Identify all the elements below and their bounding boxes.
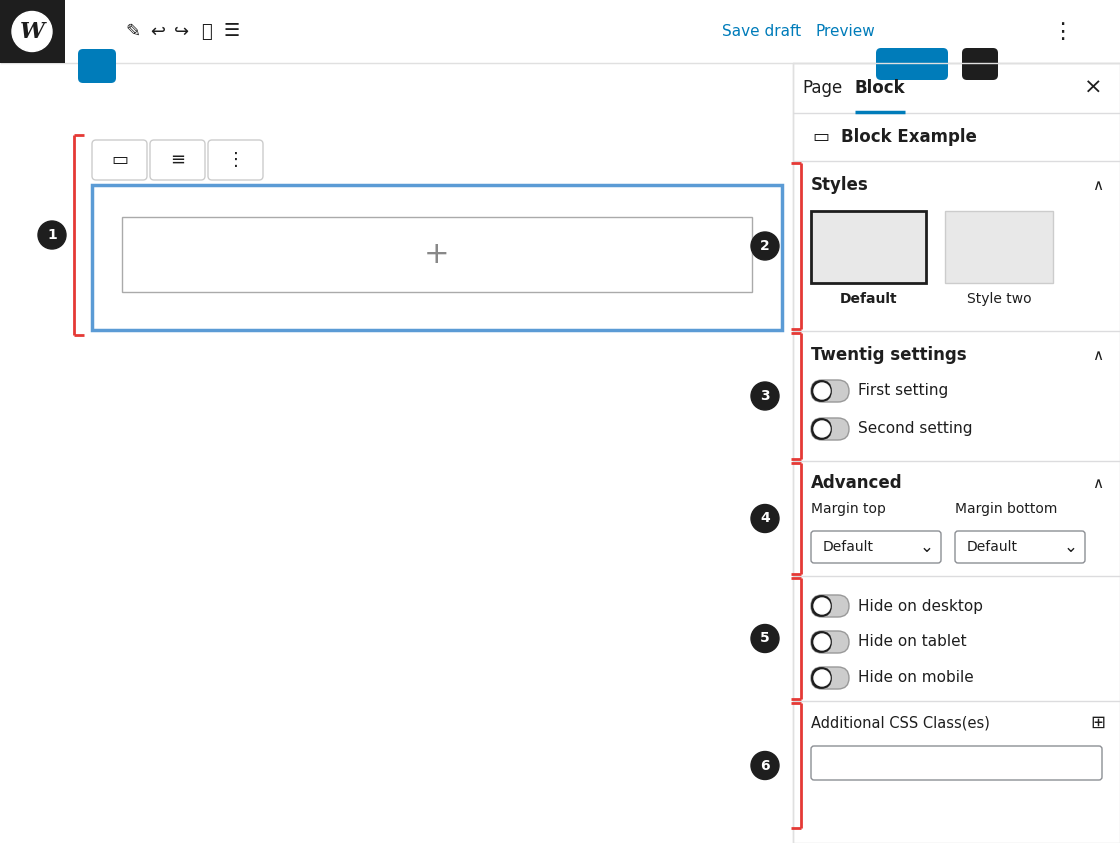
Text: ⚙: ⚙ (971, 22, 989, 41)
FancyBboxPatch shape (811, 631, 832, 653)
Text: Hide on desktop: Hide on desktop (858, 599, 983, 614)
FancyBboxPatch shape (962, 48, 998, 80)
Bar (793, 63, 1120, 843)
FancyBboxPatch shape (811, 667, 849, 689)
Text: Default: Default (840, 292, 897, 306)
Circle shape (814, 670, 830, 686)
FancyBboxPatch shape (876, 48, 948, 80)
FancyBboxPatch shape (78, 49, 116, 83)
Text: 1: 1 (47, 228, 57, 242)
Bar (811, 211, 926, 283)
Text: ×: × (1084, 78, 1102, 98)
Text: Styles: Styles (811, 176, 869, 194)
Text: ⋮: ⋮ (226, 151, 244, 169)
Text: Style two: Style two (967, 292, 1032, 306)
Text: Default: Default (823, 540, 874, 554)
Text: ⌄: ⌄ (1064, 538, 1077, 556)
Text: Default: Default (967, 540, 1018, 554)
Circle shape (752, 232, 780, 260)
FancyBboxPatch shape (811, 595, 832, 617)
Bar (92, 185, 782, 330)
Text: Second setting: Second setting (858, 422, 972, 437)
Bar (122, 217, 752, 292)
Text: Hide on mobile: Hide on mobile (858, 670, 973, 685)
Text: ↪: ↪ (175, 23, 189, 40)
Text: Margin top: Margin top (811, 502, 886, 516)
Text: ≡: ≡ (170, 151, 185, 169)
Text: 3: 3 (760, 389, 769, 403)
Text: Advanced: Advanced (811, 474, 903, 492)
Circle shape (814, 634, 830, 650)
Text: ∧: ∧ (1092, 475, 1103, 491)
FancyBboxPatch shape (811, 667, 832, 689)
Text: 2: 2 (760, 239, 769, 253)
Text: Hide on tablet: Hide on tablet (858, 635, 967, 649)
Text: Publish: Publish (880, 24, 943, 39)
FancyBboxPatch shape (811, 418, 832, 440)
FancyBboxPatch shape (811, 746, 1102, 780)
FancyBboxPatch shape (811, 380, 849, 402)
Text: ☰: ☰ (224, 23, 240, 40)
Text: 4: 4 (760, 512, 769, 525)
Circle shape (752, 382, 780, 410)
FancyBboxPatch shape (811, 595, 849, 617)
Circle shape (814, 421, 830, 437)
Circle shape (752, 751, 780, 780)
Bar (0, 0, 65, 63)
Text: Page: Page (803, 79, 843, 97)
Text: ⌄: ⌄ (920, 538, 934, 556)
Circle shape (752, 625, 780, 652)
Text: +: + (86, 19, 108, 44)
Text: ⋮: ⋮ (1051, 22, 1073, 41)
FancyBboxPatch shape (811, 531, 941, 563)
FancyBboxPatch shape (208, 140, 263, 180)
Text: ▭: ▭ (111, 151, 128, 169)
Text: ⊞: ⊞ (1091, 714, 1105, 732)
Text: Block Example: Block Example (841, 128, 977, 146)
Circle shape (752, 504, 780, 533)
Text: ⓘ: ⓘ (202, 23, 213, 40)
Text: 5: 5 (760, 631, 769, 646)
Circle shape (12, 12, 52, 51)
Text: ✎: ✎ (125, 23, 141, 40)
Text: Margin bottom: Margin bottom (955, 502, 1057, 516)
Bar (945, 211, 1053, 283)
Text: Block: Block (855, 79, 905, 97)
Text: Preview: Preview (815, 24, 875, 39)
FancyBboxPatch shape (811, 380, 832, 402)
Text: First setting: First setting (858, 384, 949, 399)
FancyBboxPatch shape (955, 531, 1085, 563)
Text: ∧: ∧ (1092, 178, 1103, 192)
FancyBboxPatch shape (811, 418, 849, 440)
Circle shape (814, 598, 830, 614)
Text: Additional CSS Class(es): Additional CSS Class(es) (811, 716, 990, 731)
Text: W: W (19, 20, 45, 42)
Text: 6: 6 (760, 759, 769, 772)
Text: ∧: ∧ (1092, 347, 1103, 362)
Text: Save draft: Save draft (722, 24, 802, 39)
FancyBboxPatch shape (92, 140, 147, 180)
Bar (0, 0, 1120, 63)
Circle shape (814, 383, 830, 399)
Text: Twentig settings: Twentig settings (811, 346, 967, 364)
Text: ↩: ↩ (150, 23, 166, 40)
FancyBboxPatch shape (150, 140, 205, 180)
Text: ▭: ▭ (812, 128, 830, 146)
FancyBboxPatch shape (811, 631, 849, 653)
Circle shape (38, 221, 66, 249)
Text: +: + (424, 240, 450, 269)
